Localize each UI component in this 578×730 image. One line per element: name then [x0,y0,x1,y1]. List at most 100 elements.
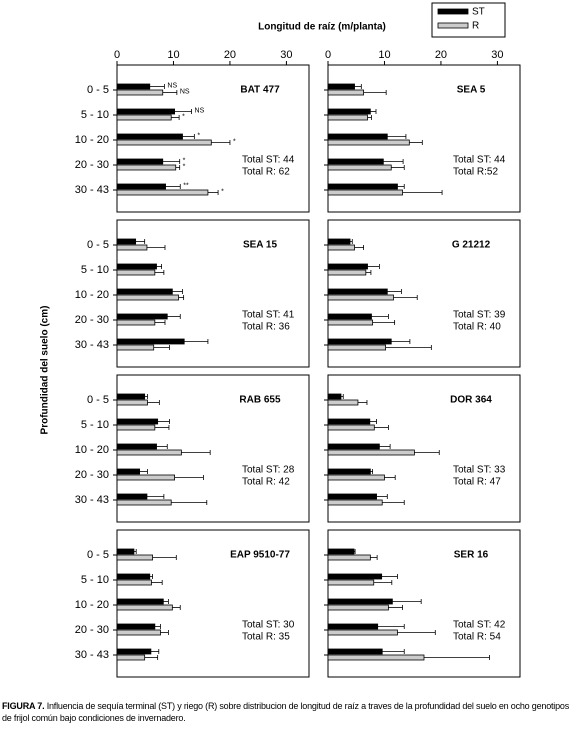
bar [327,244,355,251]
panel-title: BAT 477 [240,85,280,96]
significance-label: * [182,113,185,120]
error-bar [171,500,208,505]
bar [116,158,164,165]
legend-label: ST [472,7,485,18]
bar [327,604,389,611]
total-label: Total ST: 30 [242,620,295,631]
bar [327,189,403,196]
error-bar [133,549,137,554]
bar [116,294,179,301]
total-label: Total ST: 33 [453,465,506,476]
caption-text: Influencia de sequía terminal (ST) y rie… [2,701,570,723]
y-tick-label: 20 - 30 [75,469,109,481]
y-tick-label: 20 - 30 [75,314,109,326]
bar [116,424,156,431]
error-bar [382,500,405,505]
bar [116,183,166,190]
y-tick-label: 0 - 5 [87,84,109,96]
bar [116,393,146,400]
error-bar [147,400,160,405]
error-bar [391,339,411,344]
bar [116,468,140,475]
legend-swatch [437,8,469,15]
significance-label: NS [167,82,177,89]
error-bar [424,655,490,660]
bar [116,139,212,146]
error-bar [350,239,353,244]
bar [116,269,156,276]
bar [116,108,175,115]
error-bar [371,314,389,319]
bar [327,399,359,406]
error-bar [379,444,391,449]
x-tick-label: 0 [325,49,331,61]
panel-title: SEA 15 [243,240,278,251]
x-tick-label: 20 [435,49,447,61]
bar [116,83,151,90]
y-tick-label: 30 - 43 [75,339,109,351]
y-tick-label: 10 - 20 [75,599,109,611]
bar [327,108,371,115]
error-bar [154,425,170,430]
error-bar [369,419,377,424]
error-bar [149,84,165,89]
panel-title: EAP 9510-77 [230,550,290,561]
error-bar [382,649,405,654]
error-bar [384,475,396,480]
bar [116,493,148,500]
panel-title: G 21212 [452,240,491,251]
bar [116,114,172,121]
error-bar [171,115,180,120]
y-tick-label: 5 - 10 [81,109,109,121]
significance-label: * [197,132,200,139]
error-bar [211,140,231,145]
error-bar [397,630,436,635]
error-bar [154,624,161,629]
error-bar [354,245,364,250]
error-bar [363,90,387,95]
total-label: Total R: 47 [453,477,501,488]
error-bar [144,394,148,399]
y-tick-label: 0 - 5 [87,239,109,251]
error-bar [172,605,181,610]
bar [116,244,148,251]
bar [116,189,209,196]
x-tick-label: 10 [167,49,179,61]
error-bar [381,574,398,579]
error-bar [160,630,169,635]
x-tick-label: 10 [378,49,390,61]
error-bar [162,90,178,95]
bar [116,648,152,655]
bar [327,443,380,450]
error-bar [370,555,378,560]
bar [116,263,157,270]
error-bar [383,159,404,164]
bar [116,654,146,661]
total-label: Total ST: 44 [453,155,506,166]
bar [327,493,377,500]
y-tick-label: 10 - 20 [75,289,109,301]
error-bar [367,115,372,120]
bar [116,399,148,406]
bar [327,288,388,295]
error-bar [178,295,185,300]
bar [116,319,156,326]
error-bar [139,469,148,474]
bar [327,319,374,326]
bar [116,598,164,605]
error-bar [172,289,183,294]
bar [116,164,177,171]
caption-label: FIGURA 7. [2,701,45,711]
bar [327,579,375,586]
error-bar [397,184,405,189]
error-bar [182,134,195,139]
total-label: Total R: 40 [453,322,501,333]
error-bar [151,580,163,585]
error-bar [376,494,388,499]
error-bar [392,599,422,604]
bar [327,449,415,456]
y-tick-label: 0 - 5 [87,549,109,561]
panel-title: SEA 5 [457,85,486,96]
error-bar [393,295,418,300]
bar [327,114,368,121]
